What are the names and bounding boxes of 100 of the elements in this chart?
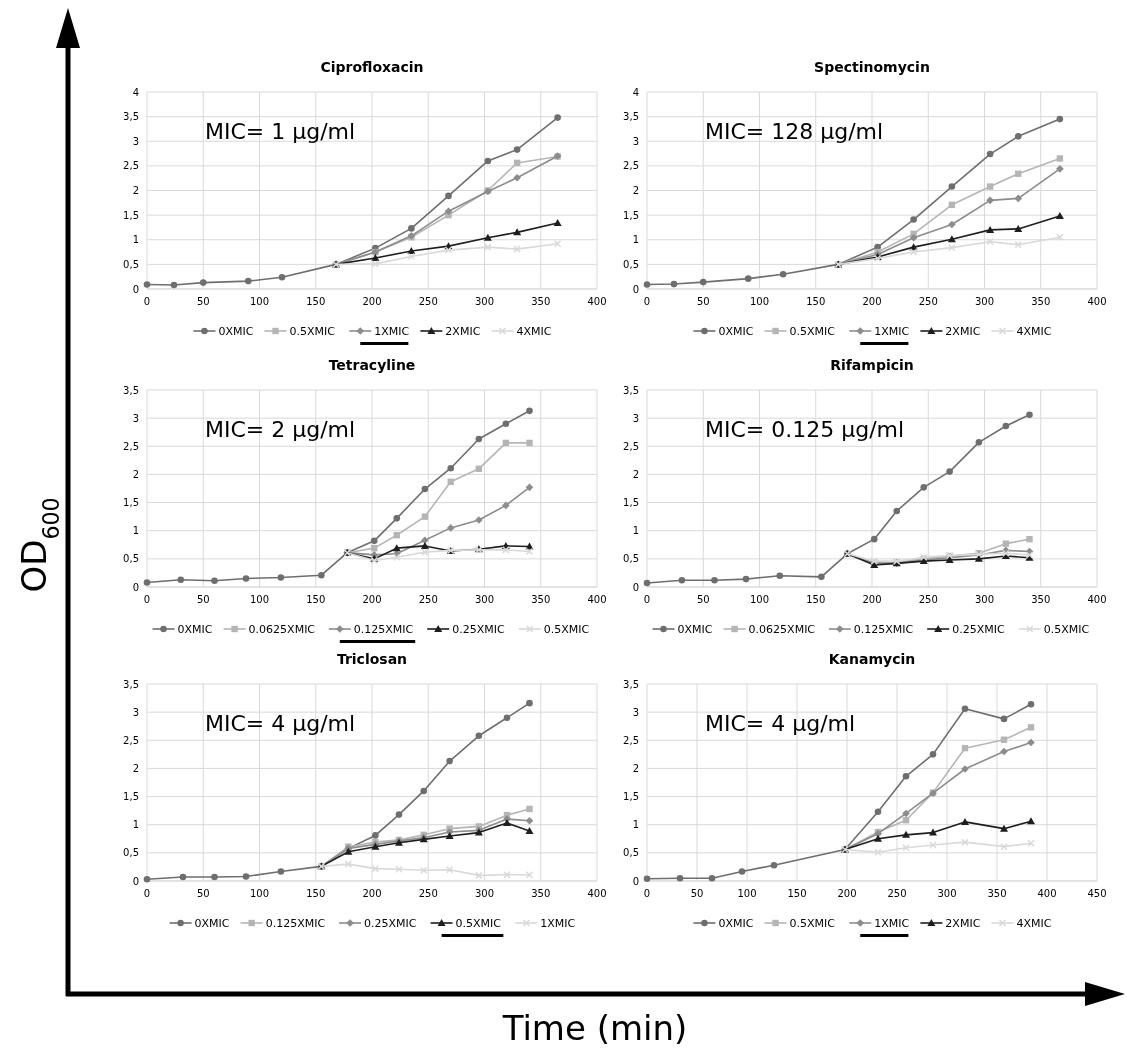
legend-label: 0.5XMIC — [455, 916, 502, 930]
y-tick-label: 3 — [632, 412, 639, 424]
y-tick-label: 3,5 — [623, 678, 639, 690]
x-tick-label: 200 — [362, 888, 382, 899]
x-tick-label: 100 — [737, 888, 757, 899]
legend-label: 1XMIC — [374, 324, 410, 338]
y-tick-label: 1 — [632, 234, 639, 246]
x-tick-label: 250 — [918, 296, 938, 307]
y-tick-label: 2 — [632, 185, 639, 196]
x-tick-label: 250 — [918, 594, 938, 605]
chart-title: Ciprofloxacin — [320, 59, 424, 75]
y-tick-label: 1,5 — [623, 791, 639, 803]
y-tick-label: 1 — [132, 819, 139, 831]
y-tick-label: 2 — [632, 468, 639, 480]
annotation: MIC= 4 μg/ml — [705, 711, 856, 736]
x-tick-label: 100 — [749, 594, 770, 605]
x-tick-label: 150 — [806, 296, 826, 307]
x-tick-label: 300 — [974, 594, 995, 605]
x-tick-label: 350 — [531, 296, 551, 307]
x-tick-label: 300 — [474, 296, 495, 307]
x-tick-label: 400 — [1087, 296, 1107, 307]
x-tick-label: 350 — [1031, 594, 1051, 605]
y-tick-label: 0 — [632, 283, 639, 295]
annotation: MIC= 128 μg/ml — [705, 119, 884, 144]
y-tick-label: 1,5 — [123, 791, 139, 803]
y-tick-label: 3 — [132, 706, 139, 718]
x-tick-label: 150 — [306, 296, 326, 307]
x-tick-label: 250 — [887, 888, 907, 899]
x-tick-label: 250 — [418, 296, 438, 307]
legend-label: 0.0625XMIC — [748, 622, 816, 636]
x-tick-label: 50 — [196, 594, 210, 605]
y-tick-label: 2 — [132, 185, 139, 196]
y-tick-label: 1 — [132, 234, 139, 246]
legend-label: 0.5XMIC — [289, 324, 336, 338]
x-tick-label: 50 — [196, 296, 210, 307]
y-tick-label: 2,5 — [623, 440, 639, 452]
x-tick-label: 200 — [862, 594, 882, 605]
x-tick-label: 300 — [474, 594, 495, 605]
legend-label: 0.25XMIC — [952, 622, 1005, 636]
x-tick-label: 50 — [696, 296, 710, 307]
legend-label: 0.5XMIC — [543, 622, 590, 636]
legend-label: 0.125XMIC — [353, 622, 414, 636]
y-tick-label: 3,5 — [123, 678, 139, 690]
x-tick-label: 400 — [587, 594, 607, 605]
y-tick-label: 0 — [632, 581, 639, 593]
legend-label: 0.5XMIC — [789, 324, 836, 338]
chart-title: Kanamycin — [828, 651, 916, 667]
annotation: MIC= 4 μg/ml — [205, 711, 356, 736]
legend-label: 4XMIC — [1016, 324, 1052, 338]
legend-label: 1XMIC — [874, 324, 910, 338]
chart-title: Triclosan — [336, 651, 408, 667]
y-tick-label: 2,5 — [123, 160, 139, 172]
legend-label: 2XMIC — [445, 324, 481, 338]
x-tick-label: 150 — [806, 594, 826, 605]
x-tick-label: 100 — [749, 296, 770, 307]
x-tick-label: 200 — [362, 594, 382, 605]
legend-label: 0XMIC — [718, 324, 754, 338]
legend-label: 0XMIC — [218, 324, 254, 338]
y-tick-label: 1,5 — [623, 497, 639, 509]
y-tick-label: 0,5 — [623, 553, 639, 565]
y-tick-label: 4 — [632, 86, 639, 98]
x-tick-label: 50 — [696, 594, 710, 605]
legend-label: 0XMIC — [677, 622, 713, 636]
y-tick-label: 1 — [132, 525, 139, 537]
y-tick-label: 3,5 — [623, 111, 639, 123]
x-tick-label: 450 — [1087, 888, 1107, 899]
y-tick-label: 0 — [132, 581, 139, 593]
y-tick-label: 2,5 — [123, 734, 139, 746]
y-tick-label: 3,5 — [123, 384, 139, 396]
x-tick-label: 50 — [690, 888, 704, 899]
legend-label: 1XMIC — [540, 916, 576, 930]
y-tick-label: 0 — [132, 283, 139, 295]
x-tick-label: 400 — [1037, 888, 1057, 899]
x-tick-label: 400 — [1087, 594, 1107, 605]
x-tick-label: 400 — [587, 296, 607, 307]
x-tick-label: 0 — [643, 296, 651, 307]
x-tick-label: 350 — [1031, 296, 1051, 307]
y-tick-label: 1,5 — [123, 209, 139, 221]
legend-label: 0.5XMIC — [1043, 622, 1090, 636]
x-tick-label: 350 — [531, 594, 551, 605]
y-tick-label: 3,5 — [123, 111, 139, 123]
x-tick-label: 250 — [418, 594, 438, 605]
y-tick-label: 0 — [632, 875, 639, 887]
y-tick-label: 2,5 — [623, 160, 639, 172]
x-tick-label: 300 — [974, 296, 995, 307]
x-tick-label: 0 — [143, 888, 151, 899]
x-tick-label: 100 — [249, 296, 270, 307]
x-tick-label: 150 — [306, 888, 326, 899]
chart-title: Tetracyline — [328, 357, 416, 373]
x-tick-label: 250 — [418, 888, 438, 899]
x-tick-label: 200 — [362, 296, 382, 307]
x-tick-label: 200 — [862, 296, 882, 307]
x-tick-label: 100 — [249, 594, 270, 605]
legend-label: 0.125XMIC — [853, 622, 914, 636]
y-tick-label: 2,5 — [623, 734, 639, 746]
y-tick-label: 3 — [632, 706, 639, 718]
legend-label: 4XMIC — [1016, 916, 1052, 930]
x-tick-label: 0 — [643, 594, 651, 605]
y-tick-label: 0,5 — [123, 258, 139, 270]
x-tick-label: 400 — [587, 888, 607, 899]
